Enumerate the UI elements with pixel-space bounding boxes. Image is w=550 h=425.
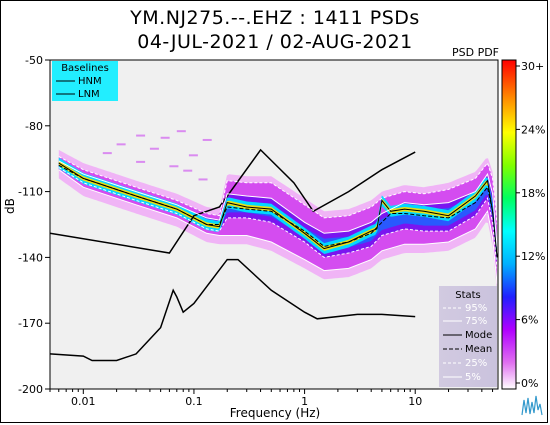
colorbar-tick-label: 24% <box>521 123 545 136</box>
axes: 0.01 0.1 1 10 -50 -80 -110 -140 -170 -200 <box>18 54 494 408</box>
density-speckle <box>183 169 193 172</box>
density-speckle <box>188 154 198 157</box>
density-speckle <box>202 138 212 141</box>
series-75pct <box>58 160 498 247</box>
legend-lnm: LNM <box>78 89 100 100</box>
legend-25: 25% <box>465 358 487 369</box>
series-5pct <box>58 169 498 284</box>
chart-subtitle: 04-JUL-2021 / 02-AUG-2021 <box>137 31 413 53</box>
x-axis-label: Frequency (Hz) <box>229 406 321 420</box>
density-speckle <box>198 178 208 181</box>
x-tick-label: 10 <box>408 395 422 408</box>
density-speckle <box>136 134 146 137</box>
density-mode-band <box>58 157 497 261</box>
density-speckle <box>176 130 186 133</box>
y-tick-label: -170 <box>18 317 43 330</box>
density-speckle <box>149 147 159 150</box>
stats-legend: Stats 95% 75% Mode Mean 25% 5% <box>439 286 497 387</box>
density-speckle <box>136 160 146 163</box>
y-tick-label: -110 <box>18 186 43 199</box>
x-tick-label: 1 <box>301 395 308 408</box>
y-tick-label: -200 <box>18 383 43 396</box>
legend-mean: Mean <box>465 344 492 355</box>
colorbar-tick-label: 12% <box>521 250 545 263</box>
baselines-legend: Baselines HNM LNM <box>52 61 118 101</box>
legend-hnm: HNM <box>78 76 102 87</box>
series-95pct <box>58 156 498 225</box>
x-tick-label: 0.01 <box>71 395 96 408</box>
density-speckle <box>116 143 126 146</box>
series-lnm <box>50 258 416 362</box>
colorbar <box>501 59 517 390</box>
density-speckle <box>160 136 170 139</box>
y-tick-label: -140 <box>18 251 43 264</box>
y-tick-label: -50 <box>25 54 43 67</box>
colorbar-tick-label: 0% <box>521 377 538 390</box>
colorbar-ticks: 30+ 24% 18% 12% 6% 0% <box>516 60 545 390</box>
series-25pct <box>58 167 498 269</box>
y-tick-label: -80 <box>25 120 43 133</box>
baselines-legend-title: Baselines <box>61 63 109 74</box>
legend-95: 95% <box>465 303 487 314</box>
density-speckle <box>169 165 179 168</box>
density-speckle <box>102 152 112 155</box>
colorbar-tick-label: 18% <box>521 187 545 200</box>
series-hnm <box>50 148 416 254</box>
x-tick-label: 0.1 <box>185 395 203 408</box>
density-peak <box>58 160 497 258</box>
series-lines <box>50 148 498 362</box>
colorbar-tick-label: 30+ <box>521 60 544 73</box>
legend-5: 5% <box>465 372 481 383</box>
chart-title: YM.NJ275.--.EHZ : 1411 PSDs <box>130 7 420 29</box>
logo <box>521 395 543 416</box>
colorbar-title: PSD PDF <box>452 46 500 59</box>
legend-75: 75% <box>465 316 487 327</box>
plot-border <box>49 59 499 390</box>
stats-legend-title: Stats <box>455 290 481 301</box>
legend-mode: Mode <box>465 330 492 341</box>
colorbar-tick-label: 6% <box>521 314 538 327</box>
